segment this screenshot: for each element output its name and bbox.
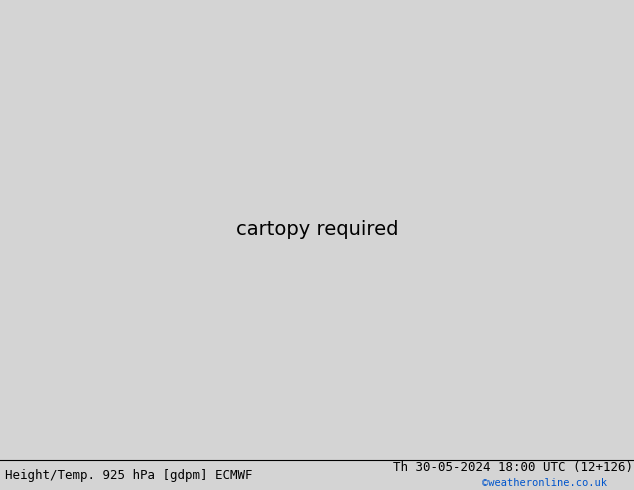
Text: ©weatheronline.co.uk: ©weatheronline.co.uk bbox=[482, 478, 607, 488]
Text: Th 30-05-2024 18:00 UTC (12+126): Th 30-05-2024 18:00 UTC (12+126) bbox=[393, 461, 633, 473]
Text: cartopy required: cartopy required bbox=[236, 220, 398, 239]
Text: Height/Temp. 925 hPa [gdpm] ECMWF: Height/Temp. 925 hPa [gdpm] ECMWF bbox=[5, 469, 252, 482]
